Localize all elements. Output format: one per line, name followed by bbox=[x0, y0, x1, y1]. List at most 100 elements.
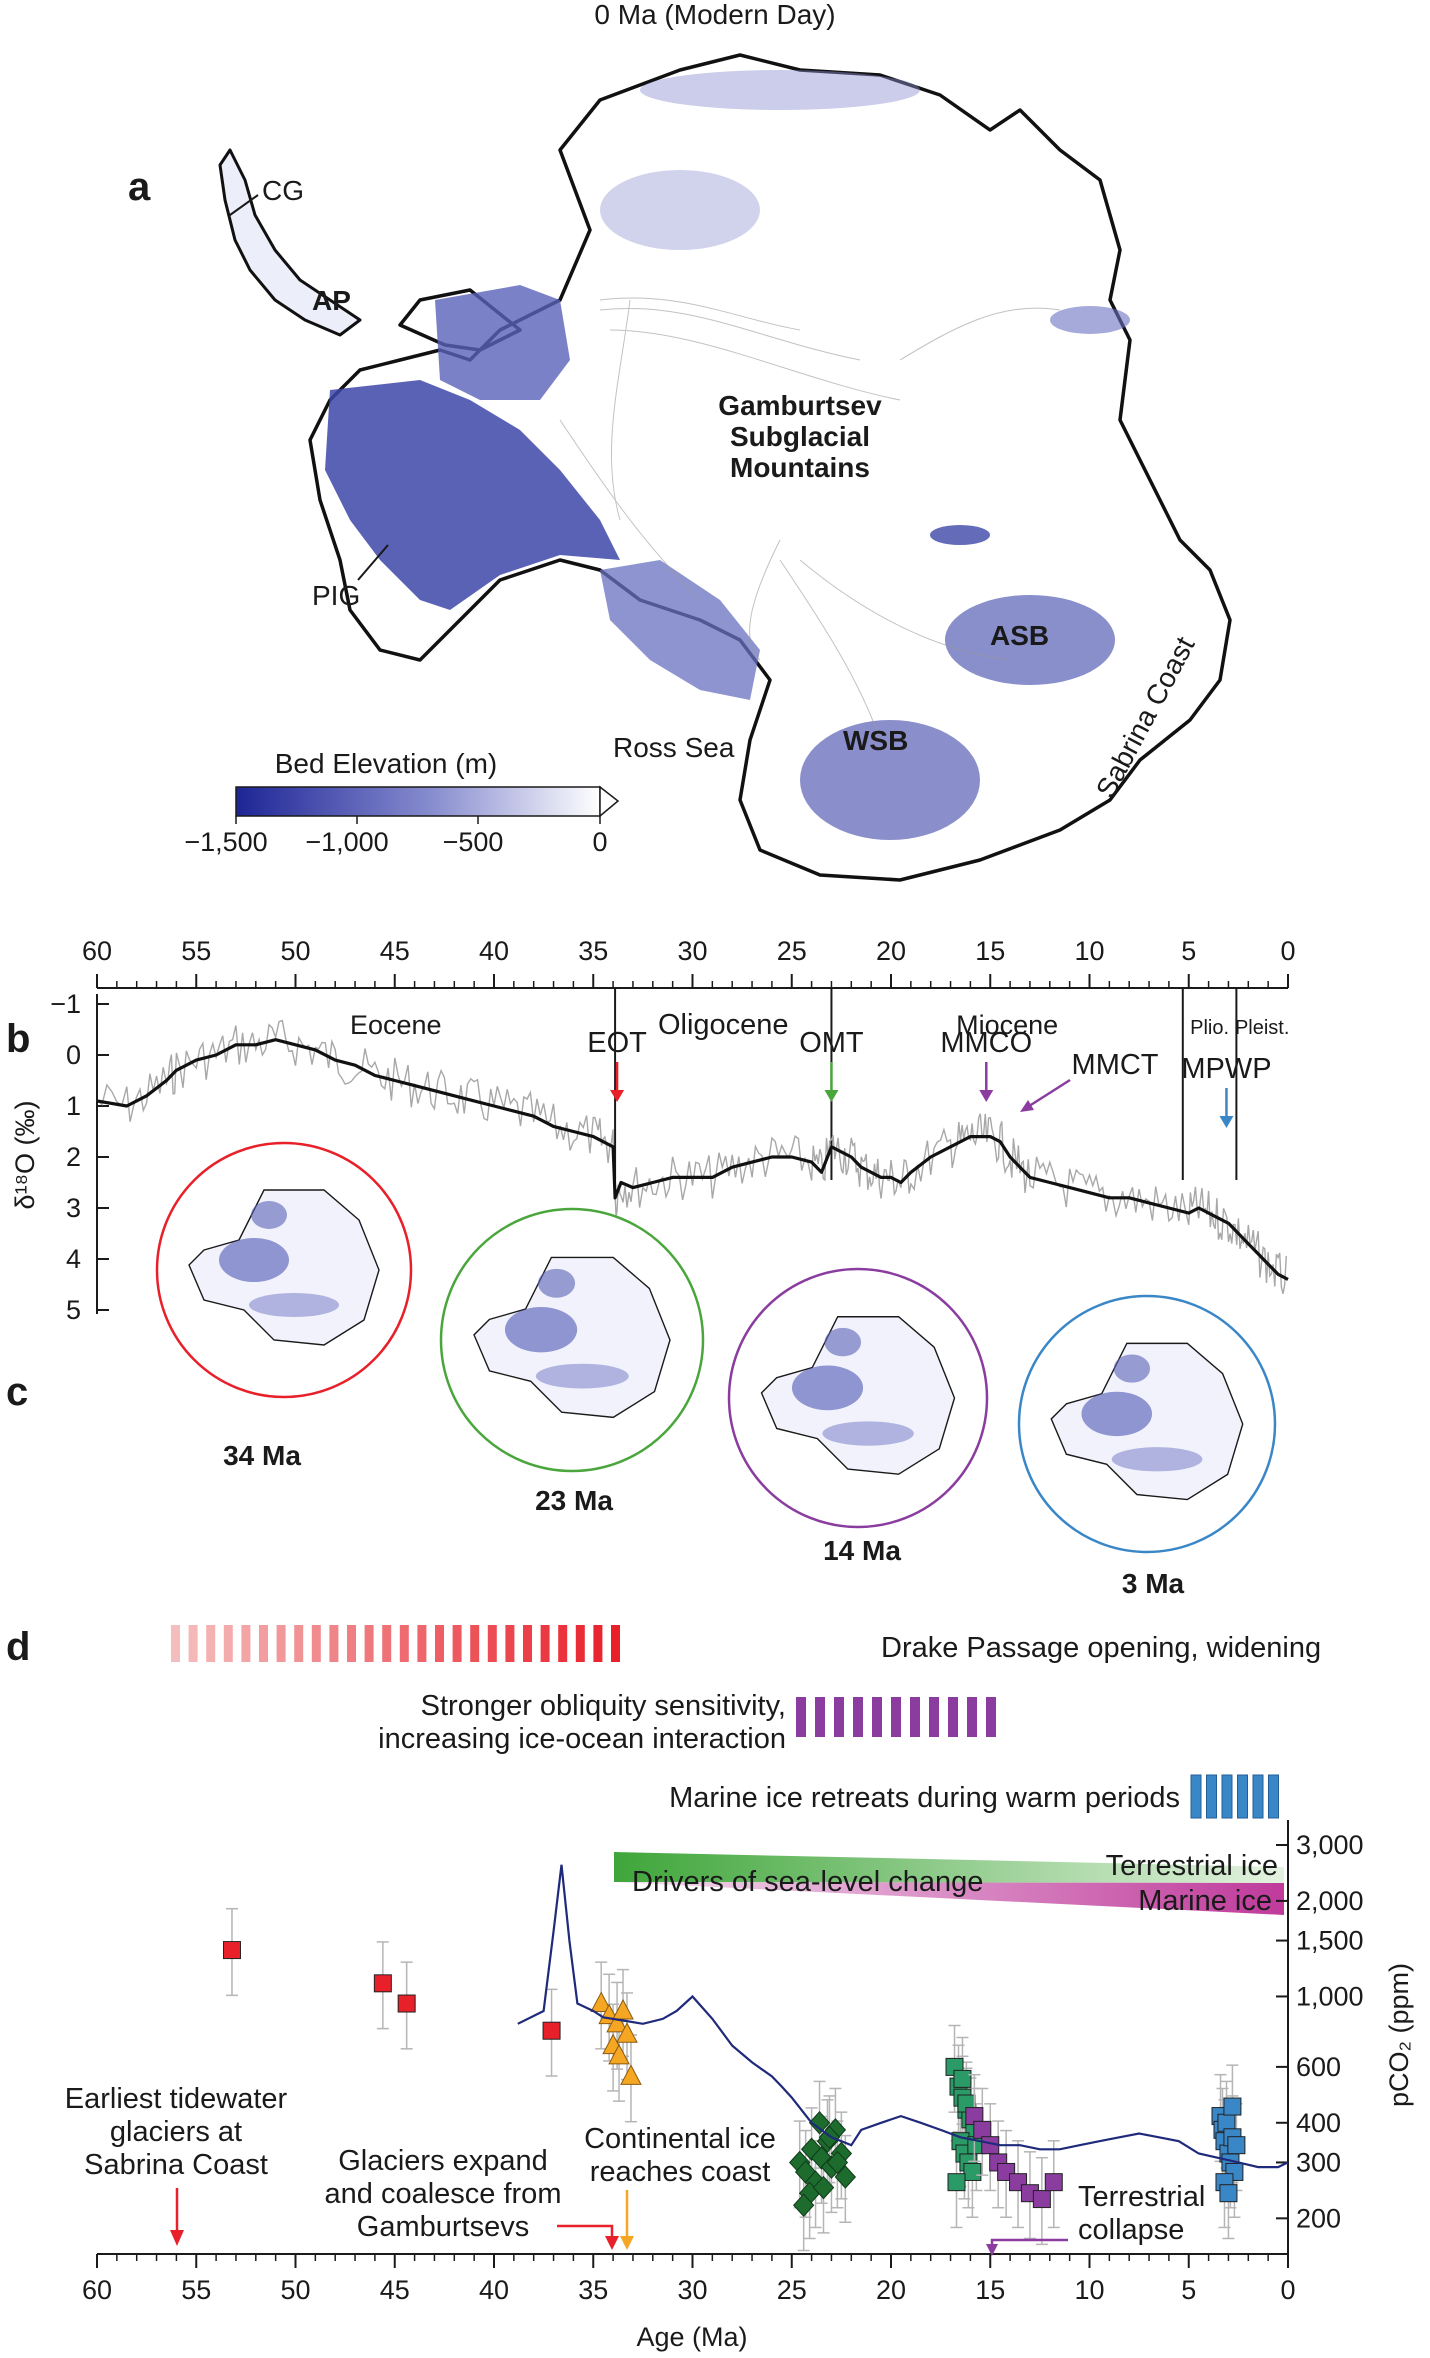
b-event-arrowhead bbox=[1020, 1100, 1035, 1112]
d-x-tick-label: 40 bbox=[479, 2275, 509, 2305]
c-circle-label: 34 Ma bbox=[223, 1440, 301, 1471]
d-pco2-point-diamond bbox=[808, 2111, 831, 2135]
drake-bar-segment bbox=[558, 1625, 568, 1662]
label-cg: CG bbox=[262, 175, 304, 206]
b-x-tick-label: 50 bbox=[280, 936, 310, 966]
colorbar-tick-2: −500 bbox=[443, 827, 504, 857]
drake-bar-segment bbox=[470, 1625, 480, 1662]
label-mountains-2: Subglacial bbox=[730, 421, 870, 452]
drake-bar-segment bbox=[505, 1625, 515, 1662]
drake-passage-bars bbox=[171, 1625, 620, 1662]
d-x-tick-label: 50 bbox=[280, 2275, 310, 2305]
obliquity-bar-segment bbox=[986, 1697, 996, 1737]
d-x-tick-label: 30 bbox=[677, 2275, 707, 2305]
b-event-arrowhead bbox=[824, 1090, 839, 1102]
d-x-tick-label: 5 bbox=[1181, 2275, 1196, 2305]
drake-bar-segment bbox=[259, 1625, 268, 1662]
wilkes-subglacial-basin bbox=[800, 720, 980, 840]
d-pco2-point-square bbox=[1223, 2097, 1242, 2116]
aurora-subglacial-basin bbox=[945, 595, 1115, 685]
drake-bar-segment bbox=[347, 1625, 356, 1662]
d-x-tick-label: 35 bbox=[578, 2275, 608, 2305]
collapse-label-2: collapse bbox=[1078, 2214, 1184, 2246]
label-asb: ASB bbox=[990, 620, 1049, 651]
d-x-tick-label: 10 bbox=[1074, 2275, 1104, 2305]
c-ice-basin bbox=[537, 1268, 576, 1298]
b-y-axis-label: δ¹⁸O (‰) bbox=[10, 1101, 40, 1210]
b-event-arrow bbox=[1025, 1078, 1071, 1110]
marine-ice-label: Marine ice bbox=[1138, 1885, 1272, 1917]
marine-retreat-bar-segment bbox=[1190, 1774, 1202, 1819]
drake-bar-segment bbox=[417, 1625, 427, 1662]
tidewater-label-1: Earliest tidewater bbox=[65, 2083, 288, 2115]
tidewater-label-2: glaciers at bbox=[110, 2116, 242, 2148]
d-x-tick-label: 25 bbox=[777, 2275, 807, 2305]
d-pco2-point-square bbox=[1219, 2184, 1238, 2203]
west-antarctic-basin bbox=[325, 380, 620, 610]
panel-d-series bbox=[222, 1864, 1289, 2252]
d-pco2-point-square bbox=[1044, 2173, 1063, 2192]
b-x-tick-label: 5 bbox=[1181, 936, 1196, 966]
drake-bar-segment bbox=[329, 1625, 339, 1662]
marine-retreat-bar-segment bbox=[1268, 1774, 1279, 1819]
obliquity-bar-segment bbox=[929, 1697, 939, 1737]
b-x-tick-label: 60 bbox=[82, 936, 112, 966]
drake-passage-label: Drake Passage opening, widening bbox=[881, 1632, 1321, 1664]
obliquity-bars bbox=[796, 1697, 996, 1737]
d-pco2-point-triangle bbox=[616, 2022, 638, 2043]
drake-bar-segment bbox=[223, 1625, 233, 1662]
panel-letter-c: c bbox=[6, 1370, 28, 1414]
east-coast-blue bbox=[1050, 306, 1130, 334]
obliquity-bar-segment bbox=[872, 1697, 882, 1737]
b-x-tick-label: 30 bbox=[677, 936, 707, 966]
pig-leader-line bbox=[357, 544, 389, 581]
b-event-arrowhead bbox=[610, 1090, 625, 1102]
d-y-axis-label: pCO₂ (ppm) bbox=[1384, 1963, 1414, 2107]
obliquity-label-2: increasing ice-ocean interaction bbox=[378, 1723, 786, 1755]
north-coast-blue bbox=[640, 70, 920, 110]
d-pco2-point-square bbox=[397, 1994, 416, 2013]
colorbar-arrow bbox=[599, 785, 620, 818]
glaciers-label-3: Gamburtsevs bbox=[357, 2211, 529, 2243]
marine-retreat-label: Marine ice retreats during warm periods bbox=[669, 1782, 1180, 1814]
drake-bar-segment bbox=[540, 1625, 550, 1662]
d-y-tick-label: 400 bbox=[1296, 2108, 1341, 2138]
b-y-tick-label: 5 bbox=[66, 1295, 81, 1325]
drake-bar-segment bbox=[523, 1625, 532, 1662]
b-epoch-label: Eocene bbox=[350, 1010, 442, 1040]
drake-bar-segment bbox=[575, 1625, 585, 1662]
b-epoch-label: Oligocene bbox=[658, 1009, 789, 1041]
b-x-tick-label: 45 bbox=[380, 936, 410, 966]
d-y-tick-label: 3,000 bbox=[1296, 1830, 1364, 1860]
d-y-tick-label: 1,000 bbox=[1296, 1981, 1364, 2011]
panel-d: d Drake Passage opening, widening Strong… bbox=[6, 1625, 1414, 2352]
b-x-tick-label: 20 bbox=[876, 936, 906, 966]
label-mountains-3: Mountains bbox=[730, 452, 870, 483]
d-pco2-point-triangle bbox=[612, 1998, 634, 2020]
panel-a-title: 0 Ma (Modern Day) bbox=[594, 0, 835, 30]
colorbar: Bed Elevation (m) −1,500 −1,000 −500 0 bbox=[184, 748, 620, 857]
c-ice-basin bbox=[1113, 1354, 1151, 1383]
panel-a: a 0 Ma (Modern Day) bbox=[128, 0, 1232, 882]
drake-bar-segment bbox=[611, 1625, 620, 1662]
drake-bar-segment bbox=[452, 1625, 462, 1662]
marine-retreat-bar-segment bbox=[1237, 1774, 1248, 1819]
b-y-tick-label: 2 bbox=[66, 1142, 81, 1172]
b-epoch-label: Plio. bbox=[1190, 1017, 1229, 1039]
marine-retreat-bar-segment bbox=[1221, 1774, 1233, 1819]
obliquity-bar-segment bbox=[815, 1697, 825, 1737]
drake-bar-segment bbox=[294, 1625, 304, 1662]
d-pco2-point-square bbox=[542, 2021, 561, 2040]
glaciers-arrow bbox=[557, 2224, 614, 2242]
colorbar-title: Bed Elevation (m) bbox=[275, 748, 498, 779]
continental-label-2: reaches coast bbox=[590, 2156, 771, 2188]
d-pco2-point-triangle bbox=[590, 1991, 613, 2013]
panel-b-events: EOT OMT MMCO MMCT MPWP bbox=[587, 1027, 1272, 1128]
d-x-tick-label: 20 bbox=[876, 2275, 906, 2305]
drake-bar-segment bbox=[364, 1625, 374, 1662]
d-pco2-point-diamond bbox=[792, 2193, 815, 2217]
c-ice-basin bbox=[249, 1293, 339, 1317]
b-epoch-label: Miocene bbox=[956, 1010, 1058, 1040]
